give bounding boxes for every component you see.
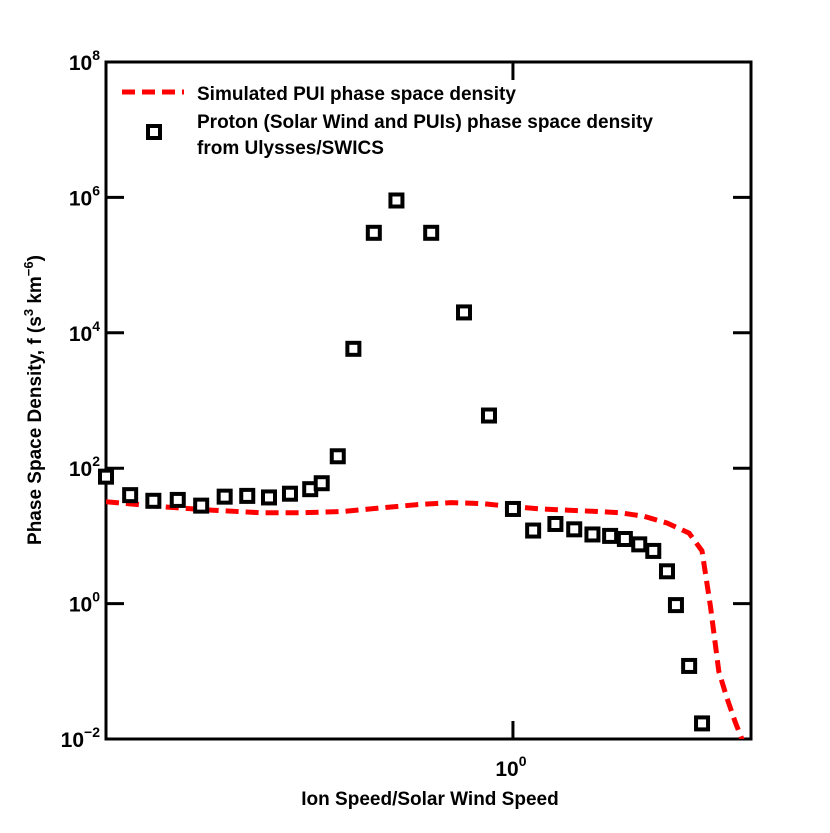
y-axis-label-exp1: 3 bbox=[21, 309, 36, 316]
y-tick-label-base: 10 bbox=[69, 187, 92, 210]
x-ticks: 100 bbox=[495, 62, 527, 781]
data-point bbox=[504, 500, 521, 517]
data-point bbox=[260, 489, 277, 506]
data-point bbox=[658, 563, 675, 580]
data-point bbox=[169, 491, 186, 508]
data-point bbox=[645, 542, 662, 559]
data-point bbox=[616, 530, 633, 547]
data-point bbox=[423, 224, 440, 241]
data-point bbox=[455, 304, 472, 321]
y-tick-label-exp: 4 bbox=[92, 318, 100, 334]
data-point bbox=[584, 526, 601, 543]
data-point bbox=[313, 475, 330, 492]
data-point bbox=[667, 597, 684, 614]
y-tick-label-base: 10 bbox=[69, 594, 92, 617]
y-axis-label-main: Phase Space Density, f (s bbox=[25, 316, 46, 545]
data-point bbox=[547, 515, 564, 532]
data-point bbox=[525, 522, 542, 539]
y-tick-label: 106 bbox=[69, 182, 100, 210]
y-tick-label: 100 bbox=[69, 589, 100, 617]
y-tick-label-exp: 0 bbox=[92, 589, 100, 605]
y-axis-label: Phase Space Density, f (s3 km−6) bbox=[21, 255, 46, 545]
y-tick-label: 10−2 bbox=[61, 724, 101, 752]
data-point bbox=[480, 407, 497, 424]
x-tick-label-exp: 0 bbox=[519, 753, 527, 769]
data-point bbox=[145, 492, 162, 509]
y-tick-label: 102 bbox=[69, 453, 100, 481]
simulated-pui-line bbox=[106, 499, 745, 739]
data-point bbox=[193, 497, 210, 514]
simulated-pui-series bbox=[106, 499, 745, 739]
y-tick-label: 108 bbox=[69, 47, 100, 75]
x-tick-label: 100 bbox=[495, 753, 526, 781]
legend: Simulated PUI phase space density Proton… bbox=[122, 84, 653, 159]
y-tick-label-exp: 2 bbox=[92, 453, 100, 469]
plot-frame bbox=[104, 60, 753, 741]
data-point bbox=[388, 192, 405, 209]
data-point bbox=[329, 448, 346, 465]
y-tick-label-base: 10 bbox=[69, 323, 92, 346]
data-point bbox=[122, 487, 139, 504]
y-tick-label-base: 10 bbox=[69, 458, 92, 481]
data-point bbox=[365, 224, 382, 241]
y-tick-label-exp: −2 bbox=[84, 724, 100, 740]
y-tick-label-base: 10 bbox=[61, 729, 84, 752]
data-point bbox=[681, 657, 698, 674]
x-axis-label: Ion Speed/Solar Wind Speed bbox=[301, 789, 558, 810]
ulysses-swics-series bbox=[98, 192, 711, 732]
data-point bbox=[98, 468, 114, 485]
y-tick-label: 104 bbox=[69, 318, 100, 346]
y-axis-label-end: ) bbox=[25, 255, 46, 261]
y-tick-label-exp: 8 bbox=[92, 47, 100, 63]
legend-label-proton: Proton (Solar Wind and PUIs) phase space… bbox=[197, 112, 653, 133]
x-tick-label-base: 10 bbox=[495, 758, 518, 781]
data-point bbox=[602, 527, 619, 544]
data-point bbox=[281, 485, 298, 502]
y-tick-label-base: 10 bbox=[69, 52, 92, 75]
data-point bbox=[345, 340, 362, 357]
data-point bbox=[239, 487, 256, 504]
data-point bbox=[631, 536, 648, 553]
legend-label-proton-line2: from Ulysses/SWICS bbox=[197, 138, 384, 159]
y-axis-label-mid: km bbox=[25, 276, 46, 309]
legend-label-simulated: Simulated PUI phase space density bbox=[197, 84, 516, 105]
legend-square-marker bbox=[146, 124, 162, 140]
y-axis-label-exp2: −6 bbox=[21, 261, 36, 276]
data-point bbox=[216, 488, 233, 505]
data-point bbox=[566, 521, 583, 538]
data-point bbox=[694, 715, 711, 732]
y-tick-label-exp: 6 bbox=[92, 182, 100, 198]
